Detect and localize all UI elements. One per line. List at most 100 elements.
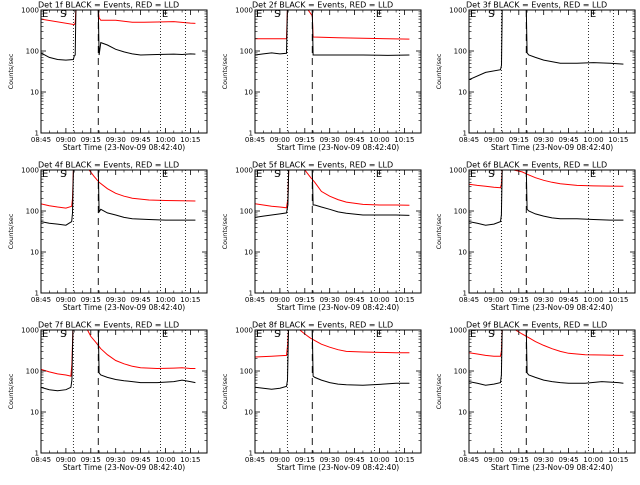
panel-title: Det 2f BLACK = Events, RED = LLD <box>252 1 393 10</box>
x-tick-label: 09:15 <box>509 296 529 304</box>
panel-title: Det 3f BLACK = Events, RED = LLD <box>466 1 607 10</box>
y-tick-label: 1 <box>249 290 253 298</box>
x-tick-label: 10:15 <box>180 296 200 304</box>
y-tick-label: 10 <box>458 89 467 97</box>
y-axis-label: Counts/sec <box>221 53 229 89</box>
y-tick-label: 1000 <box>449 7 467 15</box>
y-tick-label: 10 <box>30 409 39 417</box>
series-group <box>41 330 196 392</box>
x-tick-label: 09:30 <box>320 296 340 304</box>
interval-mark-s: S <box>274 169 280 180</box>
y-tick-label: 1 <box>463 130 467 138</box>
interval-mark-e: E <box>470 329 476 340</box>
x-axis-label: Start Time (23-Nov-09 08:42:40) <box>491 463 613 472</box>
y-axis-label: Counts/sec <box>7 53 15 89</box>
y-tick-label: 100 <box>240 48 253 56</box>
series-group <box>469 330 624 386</box>
x-tick-label: 09:15 <box>509 136 529 144</box>
x-tick-label: 09:45 <box>345 296 365 304</box>
y-tick-label: 1 <box>35 130 39 138</box>
interval-mark-s: S <box>488 329 494 340</box>
y-tick-label: 1000 <box>449 167 467 175</box>
interval-mark-e: E <box>42 169 48 180</box>
plot-frame <box>40 169 208 294</box>
y-tick-label: 100 <box>454 208 467 216</box>
y-tick-label: 10 <box>30 249 39 257</box>
y-tick-label: 1000 <box>235 327 253 335</box>
interval-mark-s: S <box>60 329 66 340</box>
interval-mark-e: E <box>376 9 382 20</box>
interval-mark-e: E <box>590 169 596 180</box>
y-tick-label: 1 <box>463 290 467 298</box>
x-tick-label: 09:00 <box>270 456 290 464</box>
panel-title: Det 9f BLACK = Events, RED = LLD <box>466 321 607 330</box>
x-tick-label: 08:45 <box>31 136 51 144</box>
series-group <box>41 170 196 226</box>
y-tick-label: 1 <box>249 130 253 138</box>
plot-frame <box>254 9 422 134</box>
interval-mark-e: E <box>162 9 168 20</box>
x-tick-label: 10:15 <box>394 296 414 304</box>
lld-series-line <box>41 170 196 209</box>
y-tick-label: 1 <box>35 450 39 458</box>
x-axis-label: Start Time (23-Nov-09 08:42:40) <box>63 303 185 312</box>
x-tick-label: 09:30 <box>320 136 340 144</box>
x-tick-label: 09:00 <box>484 456 504 464</box>
x-tick-label: 08:45 <box>31 456 51 464</box>
interval-mark-e: E <box>162 329 168 340</box>
interval-mark-s: S <box>274 329 280 340</box>
x-tick-label: 09:45 <box>559 456 579 464</box>
interval-mark-e: E <box>470 169 476 180</box>
x-tick-label: 10:00 <box>155 136 175 144</box>
y-axis-label: Counts/sec <box>435 213 443 249</box>
y-tick-label: 1000 <box>235 167 253 175</box>
x-tick-label: 09:45 <box>345 136 365 144</box>
y-tick-label: 1000 <box>21 7 39 15</box>
x-tick-label: 08:45 <box>459 296 479 304</box>
events-series-line <box>469 170 624 226</box>
x-tick-label: 09:30 <box>106 296 126 304</box>
series-group <box>255 330 410 390</box>
x-tick-label: 08:45 <box>31 296 51 304</box>
x-tick-label: 09:00 <box>484 296 504 304</box>
events-series-line <box>41 10 196 61</box>
x-tick-label: 10:15 <box>180 456 200 464</box>
x-tick-label: 09:15 <box>295 296 315 304</box>
panel-title: Det 5f BLACK = Events, RED = LLD <box>252 161 393 170</box>
x-tick-label: 10:15 <box>608 136 628 144</box>
x-tick-label: 10:00 <box>369 296 389 304</box>
x-axis-label: Start Time (23-Nov-09 08:42:40) <box>63 143 185 152</box>
y-tick-label: 100 <box>240 368 253 376</box>
interval-mark-e: E <box>42 9 48 20</box>
x-tick-label: 09:45 <box>131 136 151 144</box>
x-tick-label: 10:15 <box>394 456 414 464</box>
y-tick-label: 1 <box>35 290 39 298</box>
x-tick-label: 09:45 <box>559 296 579 304</box>
x-tick-label: 09:45 <box>131 296 151 304</box>
x-tick-label: 08:45 <box>459 136 479 144</box>
interval-mark-s: S <box>60 169 66 180</box>
events-series-line <box>41 170 196 226</box>
y-tick-label: 1 <box>249 450 253 458</box>
interval-mark-e: E <box>376 329 382 340</box>
x-axis-label: Start Time (23-Nov-09 08:42:40) <box>491 303 613 312</box>
plot-frame <box>40 9 208 134</box>
interval-mark-e: E <box>162 169 168 180</box>
x-tick-label: 09:00 <box>270 136 290 144</box>
x-tick-label: 09:30 <box>106 136 126 144</box>
x-axis-label: Start Time (23-Nov-09 08:42:40) <box>277 143 399 152</box>
series-group <box>469 170 624 226</box>
lld-series-line <box>255 330 410 358</box>
lld-series-line <box>41 330 196 377</box>
y-tick-label: 1000 <box>21 167 39 175</box>
y-axis-label: Counts/sec <box>7 213 15 249</box>
y-tick-label: 100 <box>240 208 253 216</box>
x-axis-label: Start Time (23-Nov-09 08:42:40) <box>277 303 399 312</box>
series-group <box>41 10 196 61</box>
x-axis-label: Start Time (23-Nov-09 08:42:40) <box>277 463 399 472</box>
